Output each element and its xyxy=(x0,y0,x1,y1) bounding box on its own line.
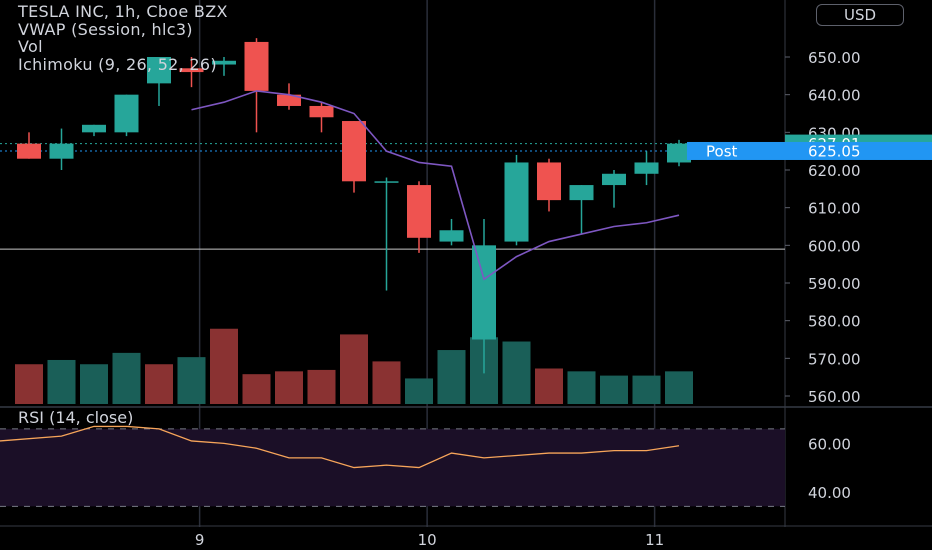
candle-body xyxy=(634,162,659,174)
candle-body xyxy=(407,185,431,238)
volume-bar xyxy=(535,368,563,404)
candle xyxy=(244,38,269,133)
candle-body xyxy=(114,94,139,133)
ichimoku-legend[interactable]: Ichimoku (9, 26, 52, 26) xyxy=(18,54,217,74)
volume-bar xyxy=(210,328,238,404)
candle-body xyxy=(504,162,529,242)
price-tick-label: 590.00 xyxy=(808,275,861,293)
price-tick-label: 570.00 xyxy=(808,350,861,368)
candle-body xyxy=(569,185,594,201)
volume-bar xyxy=(242,374,271,404)
candle xyxy=(147,57,171,106)
chart-legend: TESLA INC, 1h, Cboe BZX VWAP (Session, h… xyxy=(18,3,228,73)
price-tick-label: 600.00 xyxy=(808,237,861,255)
post-price-text: 625.05 xyxy=(808,142,861,160)
volume-bar xyxy=(145,364,173,404)
candle xyxy=(309,102,334,133)
candle xyxy=(472,218,496,374)
vol-legend[interactable]: Vol xyxy=(18,37,43,56)
rsi-band-fill xyxy=(0,428,785,507)
candle-body xyxy=(537,162,561,201)
candle-body xyxy=(309,105,334,118)
candle xyxy=(179,57,204,88)
candle-body xyxy=(49,143,74,159)
volume-bar xyxy=(665,371,693,404)
volume-bar xyxy=(437,350,466,404)
candle-body xyxy=(472,245,496,340)
volume-bar xyxy=(80,364,108,404)
volume-bar xyxy=(567,371,596,404)
candle-body xyxy=(244,41,269,91)
candle-body xyxy=(17,143,41,159)
volume-bar xyxy=(177,357,206,404)
candle xyxy=(504,154,529,246)
time-tick-label: 11 xyxy=(645,531,664,549)
symbol-title[interactable]: TESLA INC, 1h, Cboe BZX xyxy=(18,2,228,21)
candle xyxy=(212,57,236,76)
volume-bar xyxy=(275,371,303,404)
candle xyxy=(17,132,41,159)
volume-bar xyxy=(632,375,661,404)
candle-body xyxy=(667,143,691,163)
candle xyxy=(277,83,301,110)
volume-bar xyxy=(47,359,76,404)
candle-body xyxy=(439,230,464,242)
candle xyxy=(342,121,366,193)
time-tick-label: 9 xyxy=(195,531,205,549)
candle xyxy=(634,151,659,186)
candle xyxy=(407,181,431,253)
candle-body xyxy=(342,121,366,182)
candle xyxy=(569,185,594,235)
candle xyxy=(374,177,399,291)
candle-body xyxy=(179,68,204,73)
rsi-tick-label: 60.00 xyxy=(808,435,851,453)
vwap-legend[interactable]: VWAP (Session, hlc3) xyxy=(18,19,193,39)
volume-bar xyxy=(372,361,401,404)
rsi-line xyxy=(0,425,680,469)
post-label-text: Post xyxy=(706,142,738,160)
candle-body xyxy=(212,60,236,65)
volume-bar xyxy=(307,369,336,404)
candle xyxy=(49,128,74,170)
volume-bar xyxy=(600,375,628,404)
rsi-legend: RSI (14, close) xyxy=(18,408,133,427)
currency-button[interactable]: USD xyxy=(816,4,904,26)
price-tick-label: 610.00 xyxy=(808,200,861,218)
candle-body xyxy=(374,181,399,183)
candle-body xyxy=(147,57,171,84)
volume-bar xyxy=(502,341,531,404)
price-tick-label: 560.00 xyxy=(808,388,861,406)
candle xyxy=(82,124,106,137)
candle xyxy=(439,218,464,246)
rsi-tick-label: 40.00 xyxy=(808,484,851,502)
candle-body xyxy=(602,173,626,186)
price-tick-label: 650.00 xyxy=(808,49,861,67)
candle xyxy=(667,139,691,167)
volume-bar xyxy=(15,364,43,404)
candle-body xyxy=(82,124,106,133)
candle xyxy=(537,158,561,212)
vwap-line xyxy=(191,90,680,281)
volume-bar xyxy=(405,378,433,404)
price-tick-label: 620.00 xyxy=(808,162,861,180)
candle-body xyxy=(277,94,301,106)
candle xyxy=(114,94,139,137)
price-tick-label: 640.00 xyxy=(808,87,861,105)
time-tick-label: 10 xyxy=(418,531,437,549)
volume-bar xyxy=(112,352,141,404)
candle xyxy=(602,170,626,208)
post-price-badge xyxy=(687,141,932,160)
price-tick-label: 580.00 xyxy=(808,313,861,331)
volume-bar xyxy=(340,334,368,404)
